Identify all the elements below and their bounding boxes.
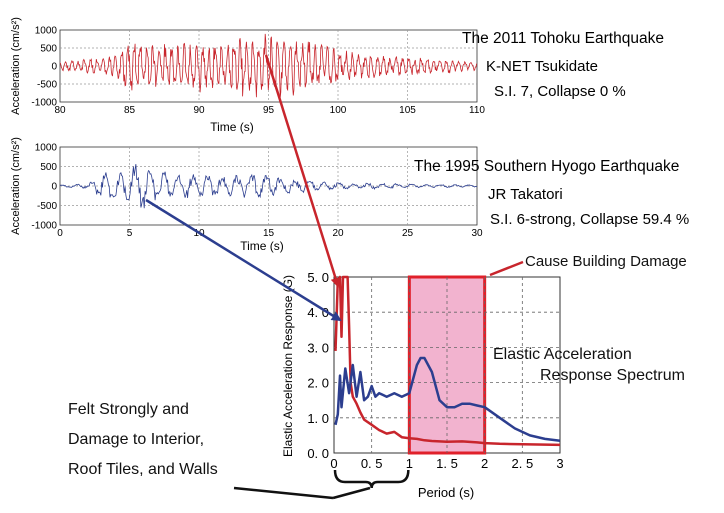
x-tick-label: 5 (127, 228, 133, 239)
waveform-series (59, 164, 478, 209)
x-tick-label: 95 (263, 105, 275, 116)
spectrum-lines (334, 275, 561, 447)
middle-annotation-title: The 1995 Southern Hyogo Earthquake (414, 158, 679, 175)
top-x-axis-label: Time (s) (210, 120, 254, 134)
x-tick-label: 100 (330, 105, 347, 116)
spectrum-x-ticks: 0 0. 5 1 1. 5 2 2. 5 3 (330, 456, 563, 471)
hyogo-spectrum-line (334, 356, 561, 442)
y-tick-label: 0 (51, 182, 57, 193)
spectrum-label-line2: Response Spectrum (540, 367, 685, 384)
middle-y-axis-label: Acceleration (cm/s²) (10, 137, 22, 235)
x-tick-label: 2 (481, 456, 488, 471)
y-tick-label: 1. 0 (307, 411, 329, 426)
y-tick-label: 1000 (35, 26, 58, 37)
blue-arrow (145, 198, 342, 322)
middle-x-axis-label: Time (s) (240, 239, 284, 253)
cause-damage-pointer (489, 260, 524, 277)
x-tick-label: 30 (471, 228, 483, 239)
bracket-connector-left (233, 486, 334, 500)
x-tick-label: 0. 5 (361, 456, 383, 471)
x-tick-label: 0 (57, 228, 63, 239)
top-waveform-line (59, 33, 477, 98)
x-tick-label: 3 (556, 456, 563, 471)
x-tick-label: 0 (330, 456, 337, 471)
spectrum-x-axis-label: Period (s) (418, 485, 474, 500)
top-y-ticks: 1000 500 0 -500 -1000 (31, 26, 57, 109)
y-tick-label: -500 (37, 201, 57, 212)
felt-label-line2: Damage to Interior, (68, 431, 204, 448)
middle-waveform-line (59, 164, 478, 209)
y-tick-label: 3. 0 (307, 340, 329, 355)
red-arrow (264, 54, 341, 288)
middle-y-ticks: 1000 500 0 -500 -1000 (31, 143, 57, 232)
x-tick-label: 85 (124, 105, 136, 116)
x-tick-label: 25 (402, 228, 414, 239)
top-annotation-si: S.I. 7, Collapse 0 % (494, 83, 626, 100)
top-annotation-title: The 2011 Tohoku Earthquake (462, 30, 664, 47)
x-tick-label: 105 (399, 105, 416, 116)
y-tick-label: 0. 0 (307, 446, 329, 461)
x-tick-label: 1. 5 (436, 456, 458, 471)
x-tick-label: 15 (263, 228, 275, 239)
waveform-series (59, 33, 477, 98)
spectrum-y-ticks: 0. 01. 02. 03. 04. 05. 0 (307, 270, 329, 461)
middle-annotation-station: JR Takatori (488, 186, 563, 203)
felt-label-line1: Felt Strongly and (68, 401, 189, 418)
middle-grid (60, 147, 477, 225)
x-tick-label: 1 (406, 456, 413, 471)
spectrum-label-line1: Elastic Acceleration (493, 346, 632, 363)
top-y-axis-label: Acceleration (cm/s²) (10, 17, 22, 115)
y-tick-label: -1000 (31, 98, 57, 109)
y-tick-label: 500 (40, 44, 57, 55)
x-tick-label: 80 (54, 105, 66, 116)
y-tick-label: 1000 (35, 143, 58, 154)
period-bracket (333, 469, 410, 489)
x-tick-label: 20 (332, 228, 344, 239)
x-tick-label: 2. 5 (511, 456, 533, 471)
y-tick-label: -1000 (31, 221, 57, 232)
x-tick-label: 90 (193, 105, 205, 116)
y-tick-label: 0 (51, 62, 57, 73)
spectrum-y-axis-label: Elastic Acceleration Response (G) (281, 275, 295, 457)
top-x-ticks: 80 85 90 95 100 105 110 (54, 105, 485, 116)
middle-x-ticks: 051015202530 (57, 228, 483, 239)
top-annotation-station: K-NET Tsukidate (486, 58, 598, 75)
bracket-connector-right (332, 486, 371, 500)
felt-label-line3: Roof Tiles, and Walls (68, 461, 218, 478)
y-tick-label: -500 (37, 80, 57, 91)
middle-annotation-si: S.I. 6-strong, Collapse 59.4 % (490, 211, 689, 228)
tohoku-spectrum-line (334, 275, 561, 447)
top-waveform-panel: 80 85 90 95 100 105 110 1000 500 0 -500 -1000 Time… (10, 17, 664, 134)
y-tick-label: 5. 0 (307, 270, 329, 285)
cause-damage-label: Cause Building Damage (525, 253, 687, 270)
y-tick-label: 500 (40, 162, 57, 173)
y-tick-label: 2. 0 (307, 376, 329, 391)
x-tick-label: 110 (469, 105, 485, 116)
